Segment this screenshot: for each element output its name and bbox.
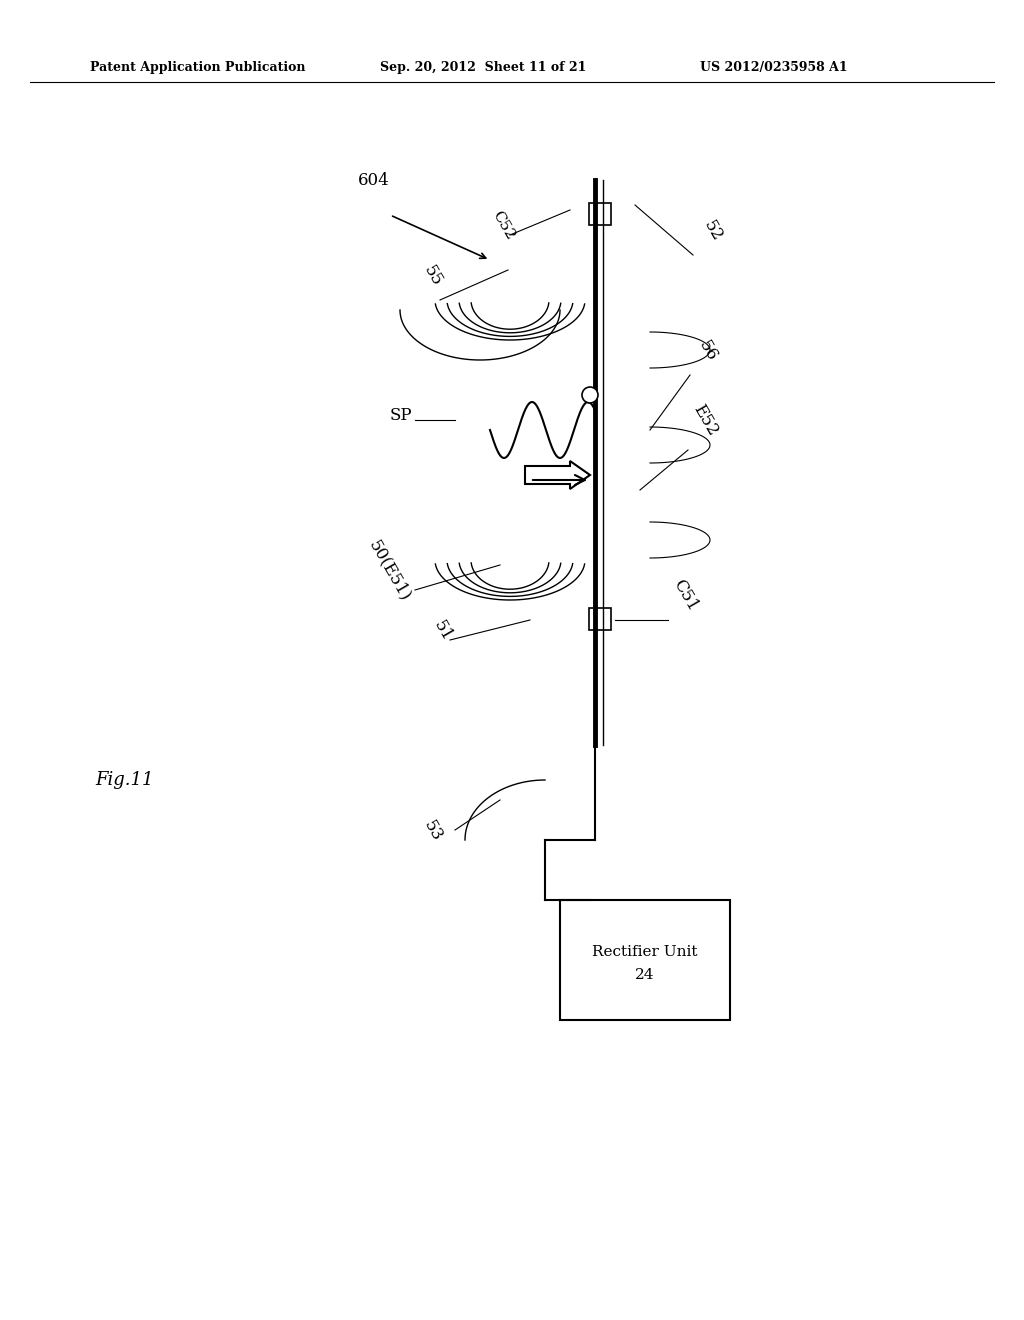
- Circle shape: [582, 387, 598, 403]
- Text: 55: 55: [420, 263, 445, 289]
- Text: Patent Application Publication: Patent Application Publication: [90, 62, 305, 74]
- Bar: [560, 900, 730, 1020]
- Text: 24: 24: [635, 968, 654, 982]
- FancyArrow shape: [525, 461, 590, 488]
- Text: 51: 51: [430, 618, 456, 644]
- Text: Sep. 20, 2012  Sheet 11 of 21: Sep. 20, 2012 Sheet 11 of 21: [380, 62, 587, 74]
- Text: C51: C51: [670, 577, 701, 614]
- Text: 53: 53: [420, 817, 445, 843]
- Text: US 2012/0235958 A1: US 2012/0235958 A1: [700, 62, 848, 74]
- Text: 52: 52: [700, 218, 725, 244]
- Text: SP: SP: [390, 407, 413, 424]
- Text: 56: 56: [695, 338, 720, 364]
- Text: 50(E51): 50(E51): [365, 537, 414, 605]
- Text: 604: 604: [358, 172, 390, 189]
- Text: E52: E52: [690, 401, 722, 440]
- Bar: [589, 203, 611, 224]
- Text: C52: C52: [490, 209, 517, 242]
- Text: Rectifier Unit: Rectifier Unit: [592, 945, 697, 960]
- Bar: [589, 609, 611, 630]
- Text: Fig.11: Fig.11: [95, 771, 154, 789]
